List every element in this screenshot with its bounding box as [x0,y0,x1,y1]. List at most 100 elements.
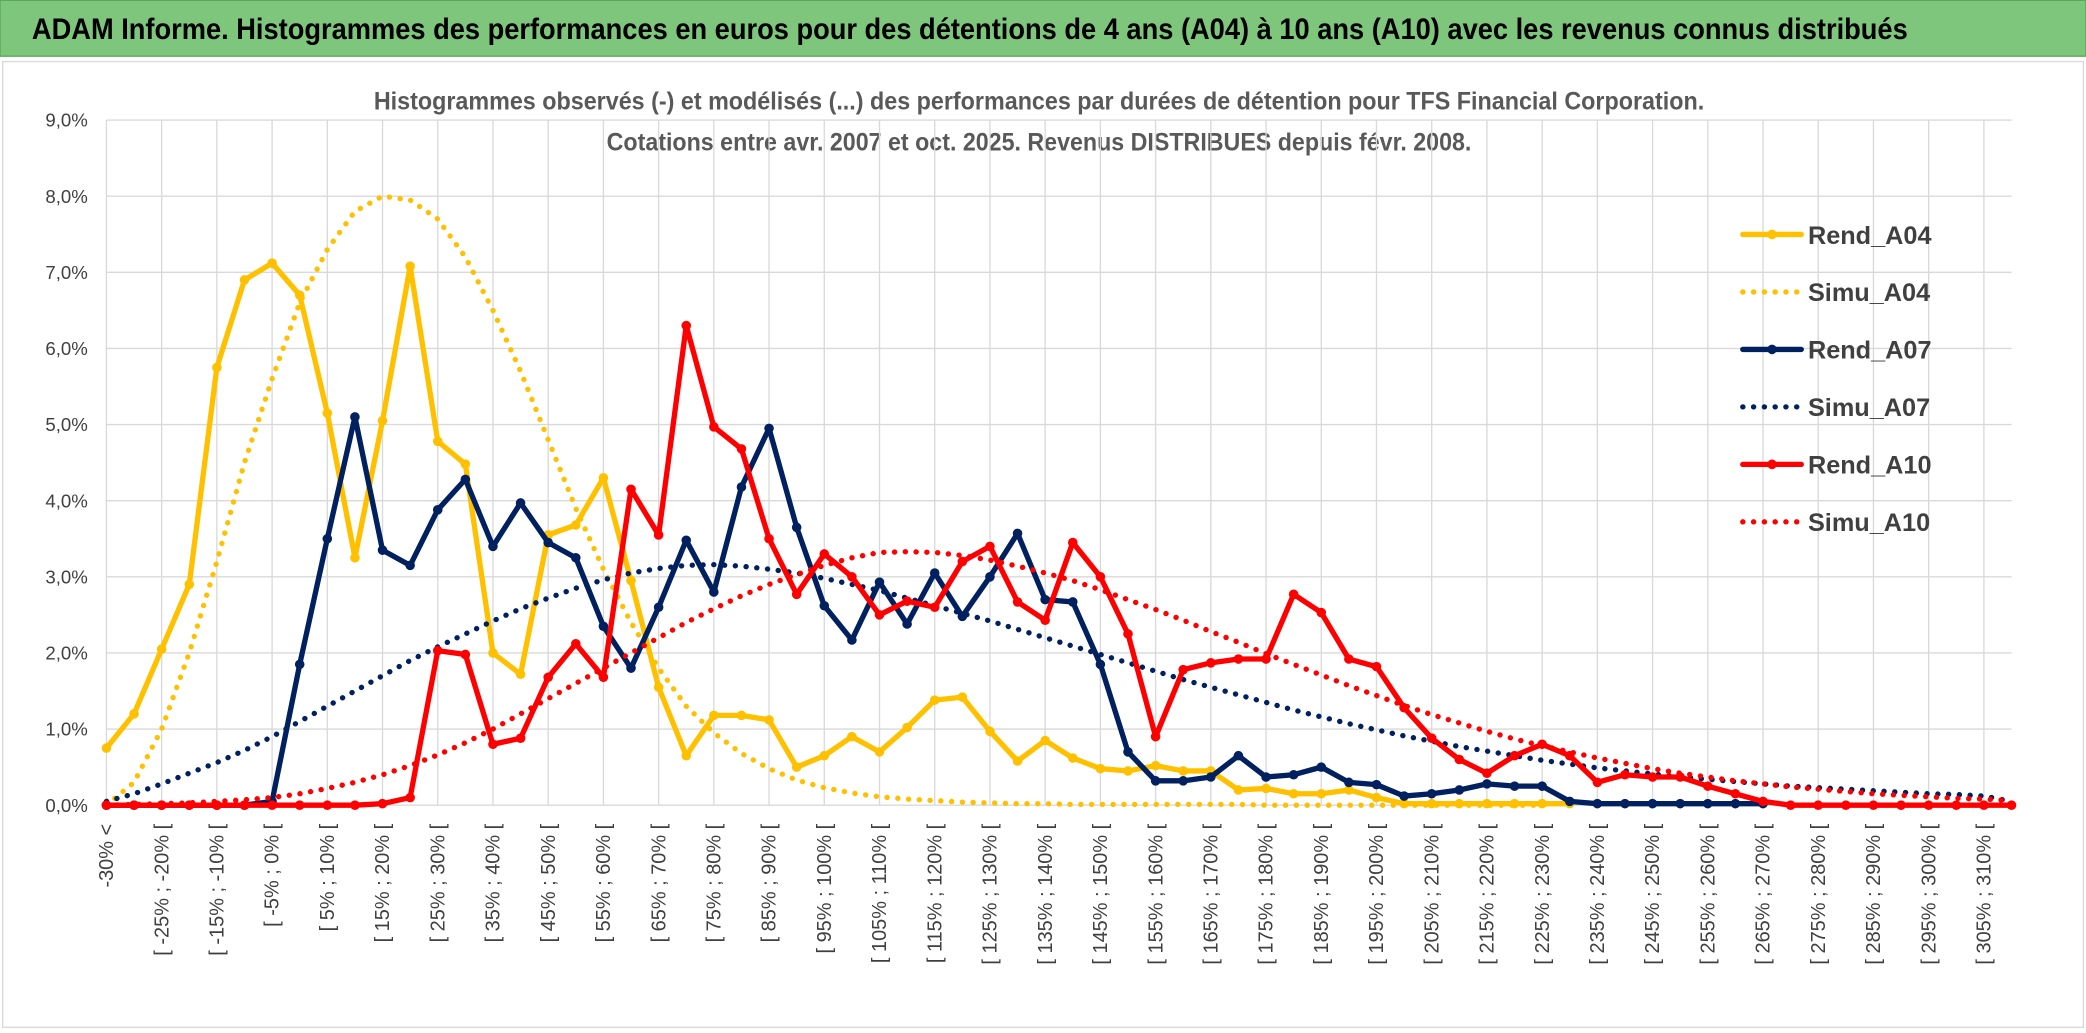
marker [902,596,912,606]
marker [571,639,581,649]
x-tick-label: [ 255% ; 260% [ [1697,823,1719,964]
marker [764,715,774,725]
marker [1868,800,1879,810]
marker [1288,788,1299,799]
marker [543,537,553,548]
marker [1316,788,1327,799]
marker [1095,572,1106,582]
x-tick-label: [ -15% ; -10% [ [207,823,229,955]
marker [432,505,443,515]
marker [1785,800,1796,810]
y-tick-label: 8,0% [45,186,87,207]
marker [1730,788,1741,799]
marker [1344,785,1354,795]
marker [681,535,692,546]
marker [1316,607,1327,618]
marker [1371,792,1382,803]
x-tick-label: [ 135% ; 140% [ [1035,823,1057,964]
marker [377,545,388,555]
legend-label: Simu_A10 [1808,509,1930,537]
marker [709,710,719,721]
marker [819,750,830,761]
y-tick-label: 5,0% [45,414,87,435]
marker [929,602,940,613]
marker [902,619,912,629]
marker [1178,776,1188,786]
marker [1261,772,1271,782]
marker [653,530,664,540]
marker [709,587,719,597]
marker [681,750,692,761]
marker [764,533,774,544]
marker [1040,594,1050,605]
marker [239,800,250,810]
marker [1592,798,1603,809]
x-tick-label: [ 75% ; 80% [ [703,823,725,942]
marker [929,568,940,578]
marker [1344,654,1354,664]
marker [1233,750,1244,761]
marker [571,552,581,563]
marker [515,669,526,680]
marker [626,663,636,673]
marker [1454,754,1465,765]
legend-label: Rend_A10 [1808,452,1932,480]
marker [1371,779,1382,790]
marker [1813,800,1824,810]
marker [184,579,195,590]
marker [764,423,774,434]
marker [1979,800,1989,810]
chart-title: Histogrammes observés (-) et modélisés (… [374,87,1704,115]
x-tick-label: [ 65% ; 70% [ [648,823,670,942]
x-tick-label: [ 195% ; 200% [ [1366,823,1388,964]
marker [985,541,995,552]
header-title: ADAM Informe. Histogrammes des performan… [32,14,1908,46]
marker [598,621,609,632]
marker [515,733,526,743]
marker [488,739,498,750]
marker [1178,664,1188,675]
marker [1012,756,1023,766]
marker [626,575,636,586]
marker [1482,768,1492,779]
marker [350,552,360,563]
x-tick-label: [ 205% ; 210% [ [1421,823,1443,964]
marker [1923,800,1934,810]
marker [653,682,664,692]
marker [432,436,443,447]
marker [1095,659,1106,670]
marker [1647,798,1658,809]
legend-marker [1767,459,1777,470]
x-tick-label: [ 15% ; 20% [ [372,823,394,942]
marker [1592,777,1603,788]
marker [1426,733,1437,743]
chart-subtitle: Cotations entre avr. 2007 et oct. 2025. … [607,129,1472,157]
x-tick-label: [ 265% ; 270% [ [1753,823,1775,964]
marker [929,695,940,705]
x-tick-label: [ 295% ; 300% [ [1918,823,1940,964]
marker [239,275,250,285]
marker [129,800,139,810]
marker [377,415,388,426]
marker [1012,597,1023,607]
marker [1150,731,1161,742]
marker [460,649,471,660]
marker [322,408,333,418]
marker [1537,781,1547,791]
y-tick-label: 7,0% [45,262,87,283]
x-tick-label: [ 115% ; 120% [ [924,823,946,963]
marker [488,648,498,658]
marker [101,743,112,753]
marker [1371,661,1382,672]
marker [1040,735,1050,746]
x-tick-label: [ 245% ; 250% [ [1642,823,1664,964]
x-tick-label: [ -5% ; 0% [ [262,823,284,927]
x-tick-label: [ 25% ; 30% [ [427,823,449,942]
marker [405,560,415,571]
marker [902,722,912,733]
x-tick-label: [ 125% ; 130% [ [980,823,1002,964]
marker [1482,779,1492,789]
marker [350,800,360,810]
y-tick-label: 6,0% [45,338,87,359]
